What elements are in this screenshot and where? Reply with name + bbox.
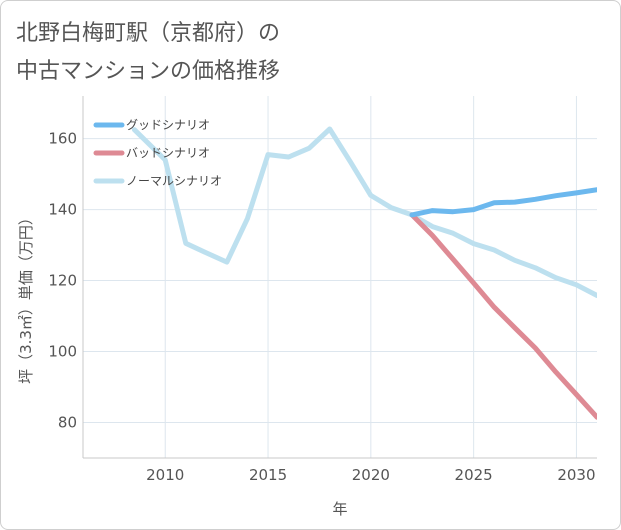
- series-lines: [131, 126, 597, 420]
- y-axis-label: 坪（3.3㎡）単価（万円）: [17, 210, 35, 384]
- series-line-bad: [409, 212, 597, 420]
- x-axis-label: 年: [332, 500, 347, 518]
- y-tick-label: 80: [58, 414, 77, 432]
- series-line-good: [409, 187, 597, 218]
- y-tick-label: 120: [48, 272, 77, 290]
- chart-title: 北野白梅町駅（京都府）の 中古マンションの価格推移: [16, 15, 576, 91]
- x-tick-label: 2020: [352, 466, 390, 484]
- x-tick-label: 2010: [146, 466, 184, 484]
- legend-label-normal: ノーマルシナリオ: [126, 174, 222, 188]
- title-line-1: 北野白梅町駅（京都府）の: [16, 21, 281, 46]
- grid: [83, 96, 597, 458]
- title-line-2: 中古マンションの価格推移: [16, 59, 281, 84]
- series-line-normal: [131, 126, 597, 298]
- y-tick-label: 140: [48, 201, 77, 219]
- x-tick-label: 2015: [249, 466, 287, 484]
- legend-label-good: グッドシナリオ: [126, 118, 210, 132]
- axes: 2010 2015 2020 2025 2030 80 100 120 140 160: [48, 96, 597, 484]
- x-tick-label: 2030: [557, 466, 595, 484]
- legend-label-bad: バッドシナリオ: [126, 146, 210, 160]
- x-tick-label: 2025: [455, 466, 493, 484]
- y-tick-label: 100: [48, 343, 77, 361]
- y-tick-label: 160: [48, 130, 77, 148]
